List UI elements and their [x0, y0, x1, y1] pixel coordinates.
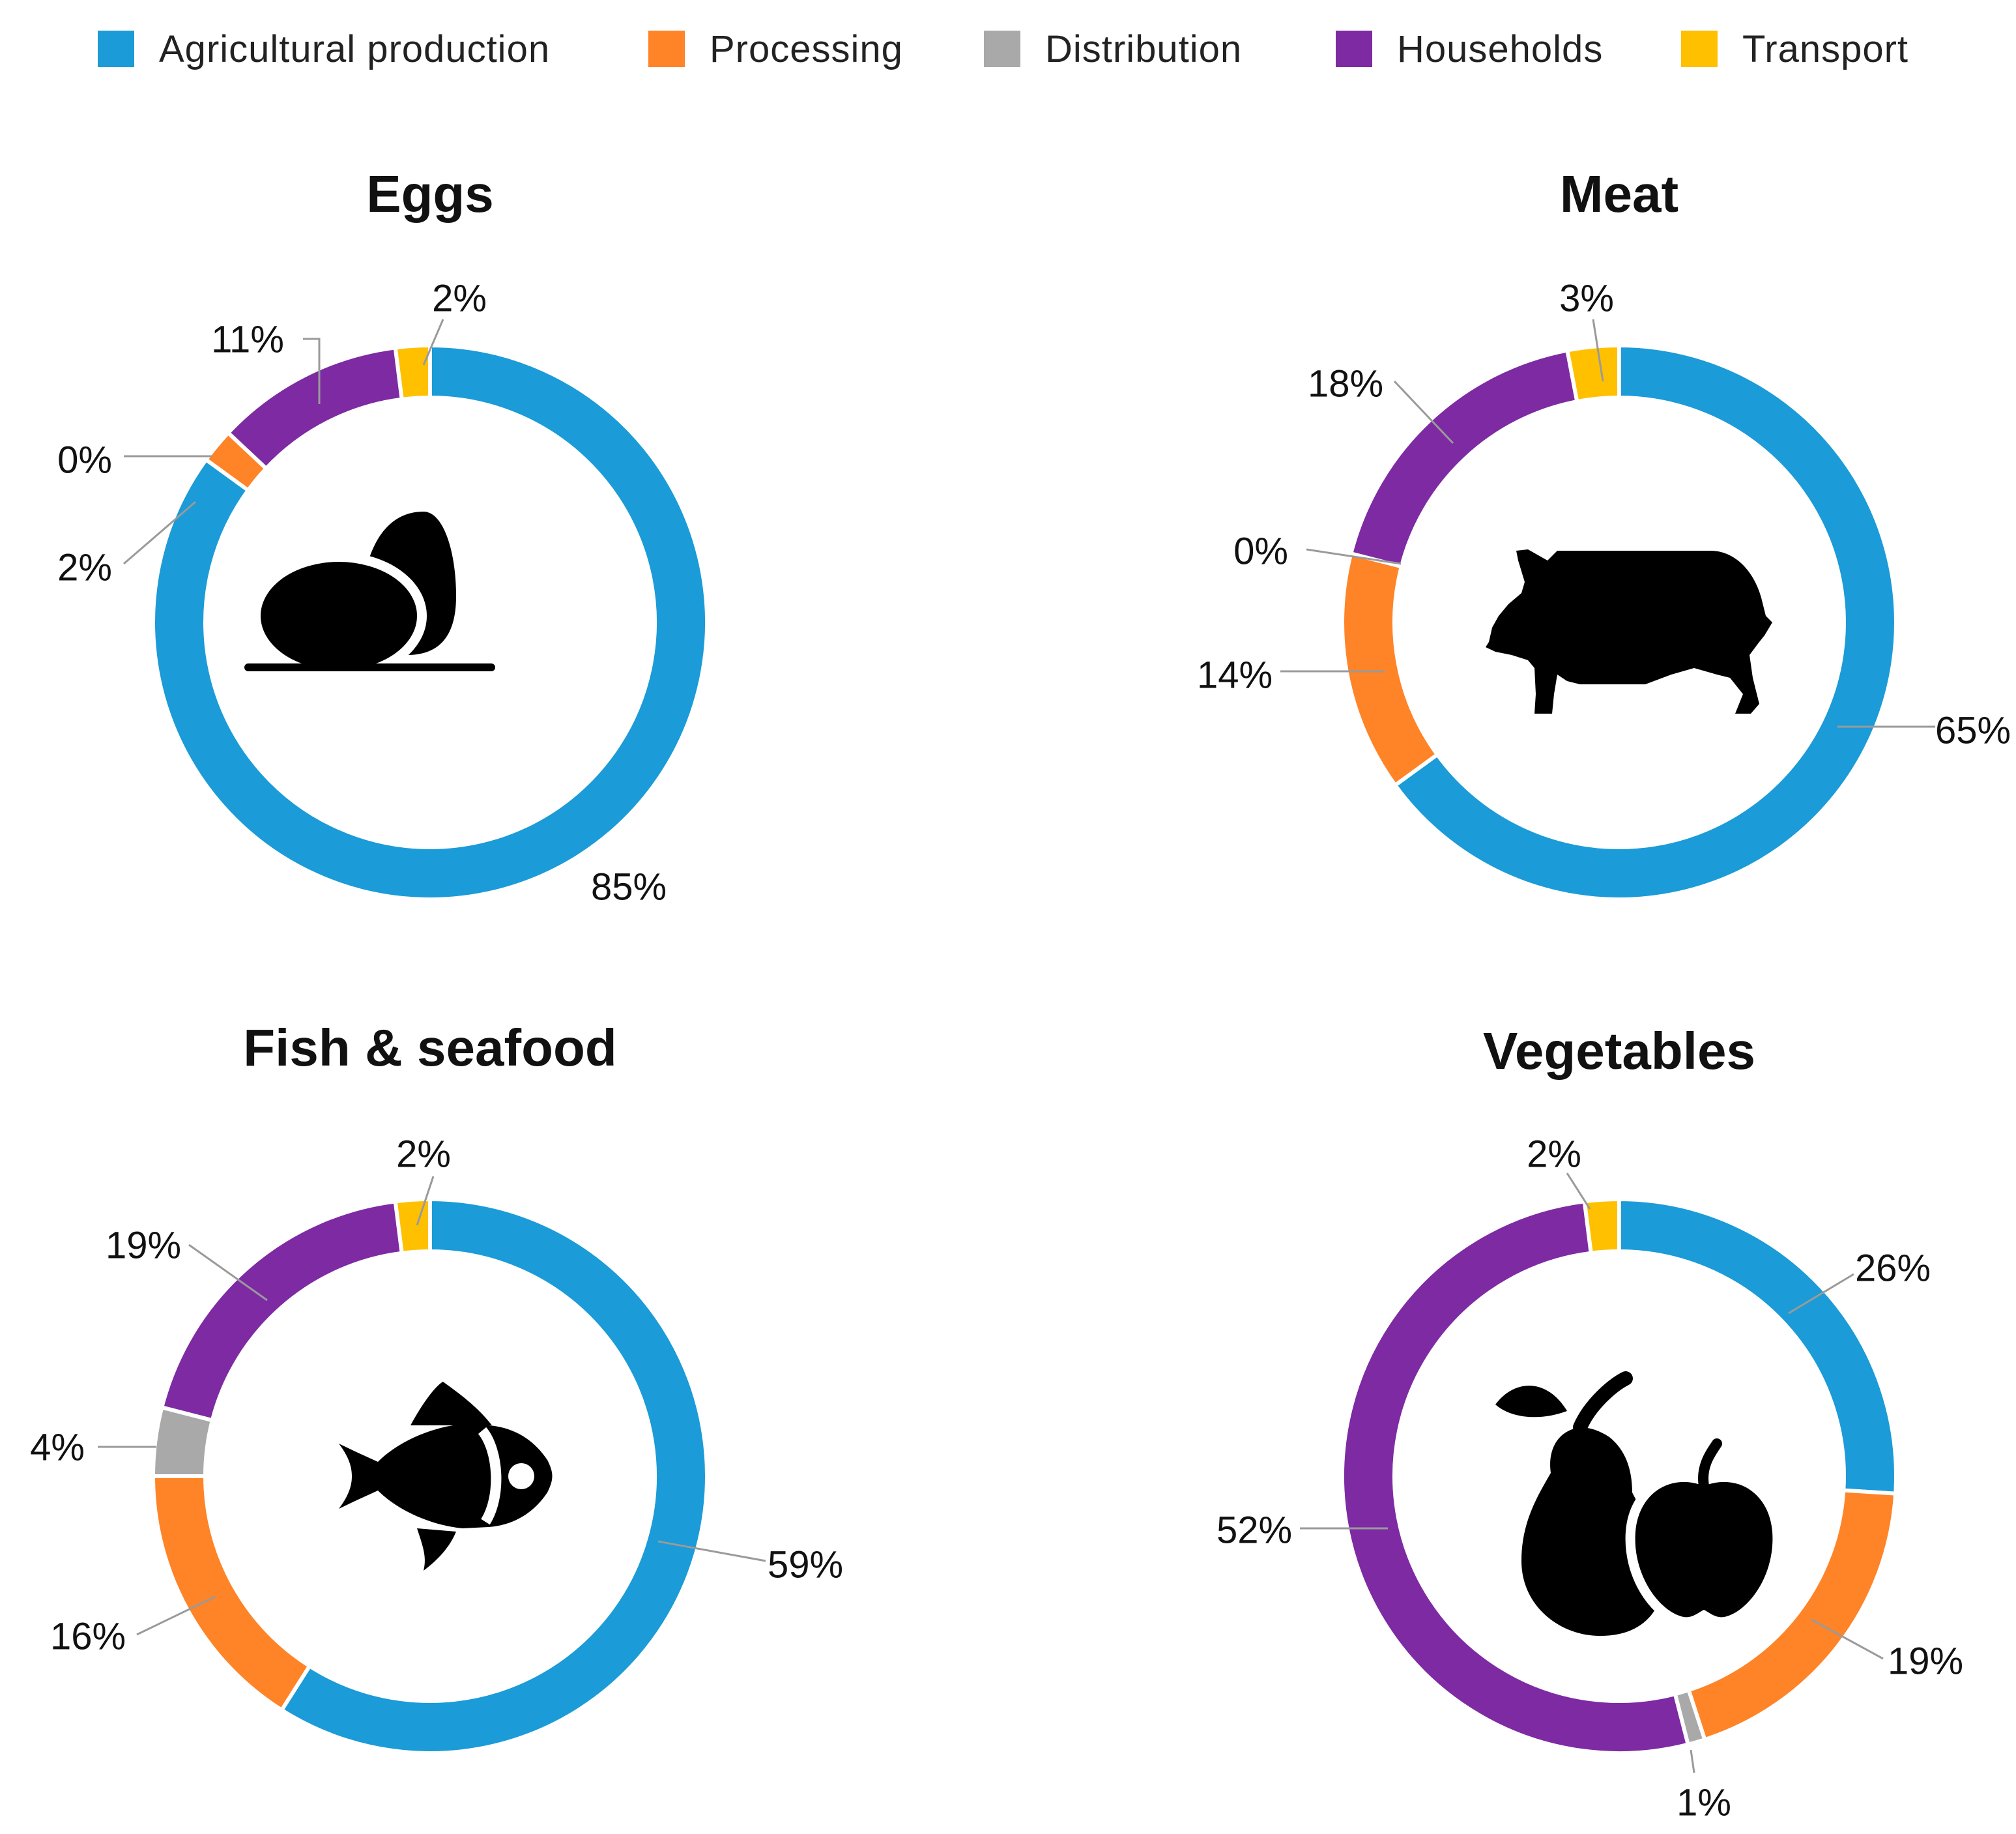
- data-label: 52%: [1217, 1509, 1292, 1551]
- donut-slice: [151, 1474, 313, 1713]
- data-label: 16%: [50, 1615, 126, 1657]
- legend-item: Households: [1336, 26, 1603, 72]
- legend-label: Processing: [710, 27, 903, 70]
- donut-chart: Fish & seafood 59% 16% 4% 19% 2%: [30, 1019, 843, 1755]
- leader-line: [416, 1176, 435, 1226]
- leader-line: [1592, 319, 1604, 382]
- legend-label: Agricultural production: [159, 27, 551, 70]
- data-label: 0%: [57, 439, 112, 481]
- data-label: 2%: [396, 1133, 451, 1175]
- legend-item: Transport: [1681, 26, 1908, 72]
- data-label: 11%: [211, 318, 284, 360]
- donut-slice: [225, 345, 405, 472]
- leader-line: [303, 338, 321, 404]
- leader-line: [123, 501, 196, 565]
- data-label: 2%: [57, 546, 112, 589]
- donut-chart: Vegetables 26% 19% 1% 52% 2%: [1217, 1022, 1963, 1824]
- data-label: 18%: [1308, 362, 1383, 405]
- legend-swatch: [984, 31, 1020, 67]
- data-label: 3%: [1559, 277, 1614, 319]
- legend-label: Transport: [1742, 27, 1909, 70]
- leader-line: [1393, 380, 1454, 444]
- legend: Agricultural production Processing Distrib…: [0, 0, 2016, 98]
- legend-item: Processing: [648, 26, 903, 72]
- chart-title: Vegetables: [1483, 1022, 1755, 1080]
- legend-label: Distribution: [1045, 27, 1243, 70]
- leader-line: [1811, 1618, 1884, 1660]
- leader-line: [1566, 1172, 1591, 1210]
- data-label: 19%: [106, 1224, 181, 1266]
- legend-swatch: [648, 31, 685, 67]
- chart-title: Fish & seafood: [243, 1019, 616, 1077]
- data-label: 2%: [432, 277, 487, 319]
- data-label: 0%: [1233, 530, 1288, 572]
- leader-line: [1690, 1749, 1695, 1773]
- donut-slice: [1348, 348, 1579, 569]
- eggs-icon: [244, 512, 495, 680]
- leader-line: [422, 319, 444, 366]
- donut-chart: Eggs 85% 2% 0% 11% 2%: [57, 165, 709, 908]
- legend-label: Households: [1397, 27, 1604, 70]
- pig-icon: [1486, 549, 1772, 714]
- fish-icon: [339, 1382, 553, 1571]
- chart-title: Meat: [1560, 165, 1678, 223]
- data-label: 4%: [30, 1426, 85, 1468]
- data-label: 65%: [1935, 709, 2011, 751]
- data-label: 85%: [591, 866, 667, 908]
- donut-slice: [151, 343, 709, 901]
- donut-slice: [1564, 343, 1621, 404]
- donut-slice: [393, 343, 432, 402]
- leader-line: [1306, 548, 1402, 565]
- donut-slice: [1340, 1199, 1691, 1755]
- donut-slice: [393, 1197, 432, 1256]
- donut-chart: Meat 65% 14% 0% 18% 3%: [1197, 165, 2011, 901]
- donut-slice: [279, 1197, 709, 1755]
- fruit-icon: [1495, 1378, 1772, 1636]
- donut-slice: [159, 1199, 405, 1423]
- legend-item: Distribution: [984, 26, 1242, 72]
- donut-slice: [1392, 343, 1898, 901]
- leader-line: [136, 1595, 216, 1636]
- data-label: 1%: [1677, 1781, 1731, 1824]
- leader-line: [657, 1540, 766, 1562]
- donut-slice: [1582, 1197, 1621, 1256]
- legend-swatch: [1681, 31, 1718, 67]
- data-label: 14%: [1197, 654, 1273, 696]
- legend-swatch: [1336, 31, 1372, 67]
- leader-line: [188, 1244, 268, 1302]
- leader-line: [1788, 1273, 1854, 1315]
- legend-swatch: [98, 31, 134, 67]
- data-label: 2%: [1527, 1133, 1581, 1175]
- chart-title: Eggs: [366, 165, 494, 223]
- donut-slice: [1340, 551, 1441, 789]
- data-label: 59%: [768, 1543, 843, 1586]
- data-label: 26%: [1855, 1247, 1931, 1289]
- legend-item: Agricultural production: [98, 26, 550, 72]
- data-label: 19%: [1888, 1640, 1963, 1682]
- donut-slice: [1617, 1197, 1898, 1496]
